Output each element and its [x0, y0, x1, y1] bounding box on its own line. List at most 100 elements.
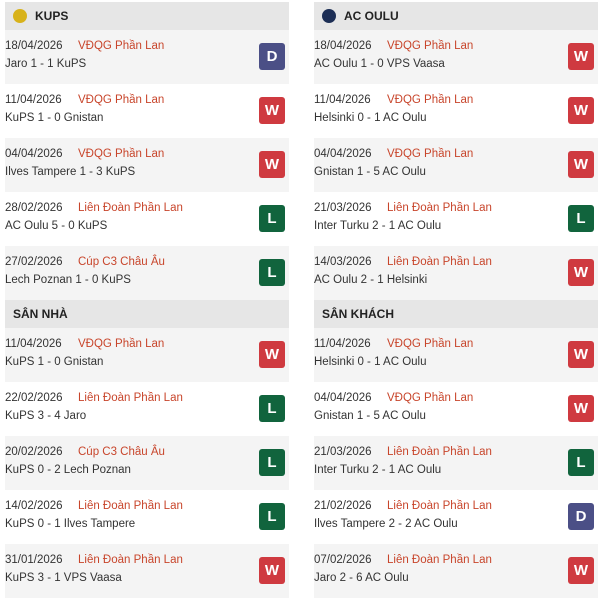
league-link[interactable]: Liên Đoàn Phần Lan — [387, 256, 492, 268]
league-link[interactable]: VĐQG Phần Lan — [387, 40, 474, 52]
match-date: 18/04/2026 — [5, 40, 63, 52]
match-row[interactable]: 18/04/2026 VĐQG Phần Lan AC Oulu 1 - 0 VP… — [314, 30, 598, 84]
match-date: 27/02/2026 — [5, 256, 63, 268]
result-badge: W — [259, 97, 285, 124]
section-title: AC OULU — [344, 9, 399, 23]
league-link[interactable]: Liên Đoàn Phần Lan — [78, 392, 183, 404]
match-score: Inter Turku 2 - 1 AC Oulu — [314, 220, 442, 232]
match-row[interactable]: 14/02/2026 Liên Đoàn Phần Lan KuPS 0 - 1 … — [5, 490, 289, 544]
match-row[interactable]: 22/02/2026 Liên Đoàn Phần Lan KuPS 3 - 4 … — [5, 382, 289, 436]
match-row[interactable]: 20/02/2026 Cúp C3 Châu Âu KuPS 0 - 2 Lech… — [5, 436, 289, 490]
result-badge: W — [568, 557, 594, 584]
league-link[interactable]: VĐQG Phần Lan — [78, 94, 165, 106]
match-date: 04/04/2026 — [5, 148, 63, 160]
section-header: SÂN NHÀ — [5, 300, 289, 328]
match-score: KuPS 1 - 0 Gnistan — [5, 112, 104, 124]
match-row[interactable]: 07/02/2026 Liên Đoàn Phần Lan Jaro 2 - 6 … — [314, 544, 598, 598]
match-date: 21/03/2026 — [314, 202, 372, 214]
match-row[interactable]: 21/03/2026 Liên Đoàn Phần Lan Inter Turku… — [314, 192, 598, 246]
match-row[interactable]: 27/02/2026 Cúp C3 Châu Âu Lech Poznan 1 -… — [5, 246, 289, 300]
section-title: SÂN NHÀ — [13, 307, 68, 321]
league-link[interactable]: Liên Đoàn Phần Lan — [387, 500, 492, 512]
result-badge: D — [568, 503, 594, 530]
result-badge: D — [259, 43, 285, 70]
match-date: 11/04/2026 — [5, 338, 62, 350]
result-badge: L — [568, 449, 594, 476]
league-link[interactable]: VĐQG Phần Lan — [387, 338, 474, 350]
match-score: Jaro 1 - 1 KuPS — [5, 58, 87, 70]
match-score: KuPS 0 - 2 Lech Poznan — [5, 464, 131, 476]
match-score: Lech Poznan 1 - 0 KuPS — [5, 274, 131, 286]
match-score: KuPS 3 - 4 Jaro — [5, 410, 87, 422]
match-row[interactable]: 11/04/2026 VĐQG Phần Lan KuPS 1 - 0 Gnist… — [5, 328, 289, 382]
match-row[interactable]: 11/04/2026 VĐQG Phần Lan Helsinki 0 - 1 A… — [314, 328, 598, 382]
league-link[interactable]: Cúp C3 Châu Âu — [78, 446, 165, 458]
result-badge: L — [259, 395, 285, 422]
match-date: 18/04/2026 — [314, 40, 372, 52]
match-row[interactable]: 11/04/2026 VĐQG Phần Lan KuPS 1 - 0 Gnist… — [5, 84, 289, 138]
match-date: 04/04/2026 — [314, 148, 372, 160]
result-badge: L — [259, 449, 285, 476]
result-badge: L — [568, 205, 594, 232]
result-badge: W — [568, 151, 594, 178]
match-score: Helsinki 0 - 1 AC Oulu — [314, 112, 427, 124]
match-date: 20/02/2026 — [5, 446, 63, 458]
league-link[interactable]: VĐQG Phần Lan — [78, 338, 165, 350]
match-row[interactable]: 21/02/2026 Liên Đoàn Phần Lan Ilves Tampe… — [314, 490, 598, 544]
match-row[interactable]: 04/04/2026 VĐQG Phần Lan Gnistan 1 - 5 AC… — [314, 138, 598, 192]
match-score: Ilves Tampere 2 - 2 AC Oulu — [314, 518, 458, 530]
match-date: 14/03/2026 — [314, 256, 372, 268]
match-row[interactable]: 14/03/2026 Liên Đoàn Phần Lan AC Oulu 2 -… — [314, 246, 598, 300]
section-sân-nhà: SÂN NHÀ 11/04/2026 VĐQG Phần Lan KuPS 1 -… — [5, 300, 289, 598]
result-badge: W — [259, 557, 285, 584]
league-link[interactable]: Liên Đoàn Phần Lan — [387, 554, 492, 566]
match-score: KuPS 1 - 0 Gnistan — [5, 356, 104, 368]
match-score: AC Oulu 2 - 1 Helsinki — [314, 274, 428, 286]
match-date: 11/04/2026 — [314, 94, 371, 106]
section-ac-oulu: AC OULU 18/04/2026 VĐQG Phần Lan AC Oulu … — [314, 2, 598, 300]
section-header: KUPS — [5, 2, 289, 30]
match-score: Gnistan 1 - 5 AC Oulu — [314, 166, 426, 178]
match-row[interactable]: 18/04/2026 VĐQG Phần Lan Jaro 1 - 1 KuPS … — [5, 30, 289, 84]
league-link[interactable]: VĐQG Phần Lan — [387, 148, 474, 160]
league-link[interactable]: Cúp C3 Châu Âu — [78, 256, 165, 268]
league-link[interactable]: Liên Đoàn Phần Lan — [78, 202, 183, 214]
match-row[interactable]: 21/03/2026 Liên Đoàn Phần Lan Inter Turku… — [314, 436, 598, 490]
kups-logo-icon — [13, 9, 27, 23]
match-score: KuPS 3 - 1 VPS Vaasa — [5, 572, 122, 584]
result-badge: L — [259, 205, 285, 232]
league-link[interactable]: VĐQG Phần Lan — [387, 392, 474, 404]
result-badge: W — [568, 341, 594, 368]
match-score: AC Oulu 5 - 0 KuPS — [5, 220, 108, 232]
result-badge: W — [568, 43, 594, 70]
match-date: 21/03/2026 — [314, 446, 372, 458]
league-link[interactable]: Liên Đoàn Phần Lan — [78, 500, 183, 512]
league-link[interactable]: VĐQG Phần Lan — [78, 148, 165, 160]
match-row[interactable]: 31/01/2026 Liên Đoàn Phần Lan KuPS 3 - 1 … — [5, 544, 289, 598]
match-date: 14/02/2026 — [5, 500, 63, 512]
section-sân-khách: SÂN KHÁCH 11/04/2026 VĐQG Phần Lan Helsin… — [314, 300, 598, 598]
result-badge: W — [568, 97, 594, 124]
result-badge: L — [259, 503, 285, 530]
match-score: Ilves Tampere 1 - 3 KuPS — [5, 166, 136, 178]
result-badge: L — [259, 259, 285, 286]
ac-oulu-logo-icon — [322, 9, 336, 23]
match-score: KuPS 0 - 1 Ilves Tampere — [5, 518, 136, 530]
match-score: Gnistan 1 - 5 AC Oulu — [314, 410, 426, 422]
match-row[interactable]: 04/04/2026 VĐQG Phần Lan Gnistan 1 - 5 AC… — [314, 382, 598, 436]
match-row[interactable]: 04/04/2026 VĐQG Phần Lan Ilves Tampere 1 … — [5, 138, 289, 192]
section-title: SÂN KHÁCH — [322, 307, 394, 321]
match-row[interactable]: 11/04/2026 VĐQG Phần Lan Helsinki 0 - 1 A… — [314, 84, 598, 138]
match-row[interactable]: 28/02/2026 Liên Đoàn Phần Lan AC Oulu 5 -… — [5, 192, 289, 246]
match-date: 21/02/2026 — [314, 500, 372, 512]
league-link[interactable]: VĐQG Phần Lan — [387, 94, 474, 106]
match-date: 28/02/2026 — [5, 202, 63, 214]
match-date: 31/01/2026 — [5, 554, 63, 566]
league-link[interactable]: VĐQG Phần Lan — [78, 40, 165, 52]
league-link[interactable]: Liên Đoàn Phần Lan — [387, 202, 492, 214]
match-score: Jaro 2 - 6 AC Oulu — [314, 572, 409, 584]
match-score: AC Oulu 1 - 0 VPS Vaasa — [314, 58, 445, 70]
league-link[interactable]: Liên Đoàn Phần Lan — [387, 446, 492, 458]
match-date: 11/04/2026 — [314, 338, 371, 350]
league-link[interactable]: Liên Đoàn Phần Lan — [78, 554, 183, 566]
